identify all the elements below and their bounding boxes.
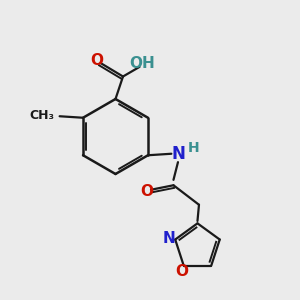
Text: O: O bbox=[90, 53, 103, 68]
Text: OH: OH bbox=[130, 56, 155, 71]
Text: H: H bbox=[188, 141, 200, 155]
Text: N: N bbox=[171, 145, 185, 163]
Text: CH₃: CH₃ bbox=[29, 109, 55, 122]
Text: O: O bbox=[176, 264, 189, 279]
Text: O: O bbox=[140, 184, 153, 199]
Text: N: N bbox=[162, 230, 175, 245]
